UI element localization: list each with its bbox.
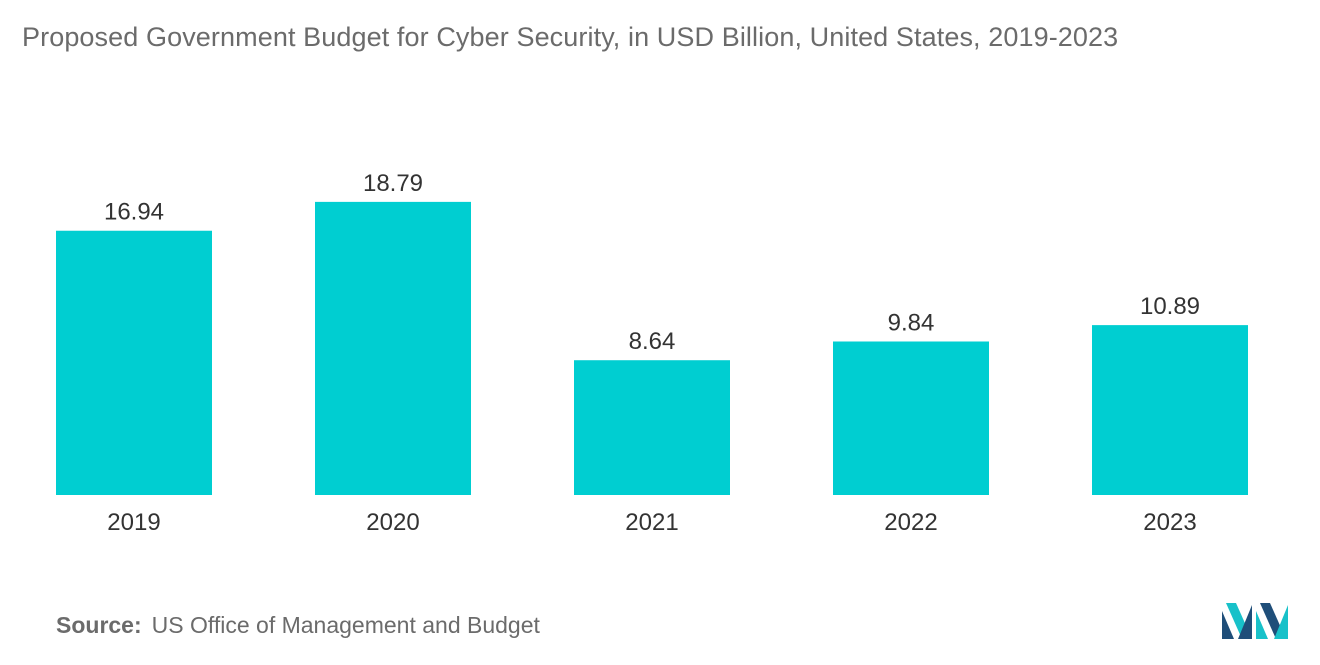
value-label-2023: 10.89	[1140, 293, 1200, 320]
value-label-2021: 8.64	[629, 328, 676, 355]
x-tick-label-2023: 2023	[1143, 509, 1196, 536]
bar-chart: 16.94 18.79 8.64 9.84 10.89 2019 2020 2021 2022…	[56, 170, 1248, 536]
mordor-intelligence-logo-icon	[1222, 603, 1288, 639]
bars-group	[56, 201, 1248, 495]
bar-2019	[56, 230, 212, 495]
value-label-2020: 18.79	[363, 170, 423, 197]
x-tick-label-2022: 2022	[884, 509, 937, 536]
bar-2020	[315, 201, 471, 495]
value-label-2022: 9.84	[888, 309, 935, 336]
bar-2021	[574, 360, 730, 495]
x-tick-label-2021: 2021	[625, 509, 678, 536]
bar-2023	[1092, 325, 1248, 495]
x-tick-label-2020: 2020	[366, 509, 419, 536]
source-text: US Office of Management and Budget	[151, 612, 540, 638]
value-labels-group: 16.94 18.79 8.64 9.84 10.89	[104, 170, 1200, 355]
chart-title: Proposed Government Budget for Cyber Sec…	[22, 22, 1119, 52]
source-note: Source: US Office of Management and Budge…	[56, 612, 540, 639]
value-label-2019: 16.94	[104, 199, 164, 226]
bar-2022	[833, 341, 989, 495]
x-tick-label-2019: 2019	[107, 509, 160, 536]
x-axis-tick-labels: 2019 2020 2021 2022 2023	[107, 509, 1196, 536]
source-label: Source:	[56, 612, 142, 638]
